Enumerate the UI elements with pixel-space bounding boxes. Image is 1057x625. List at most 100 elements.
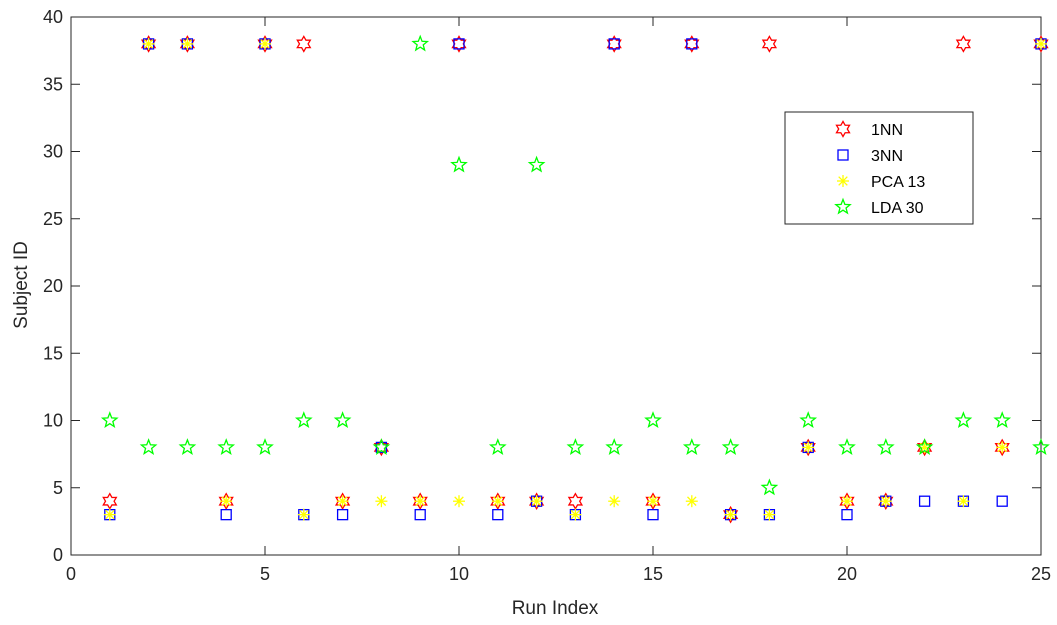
y-tick-label: 0 (53, 545, 63, 565)
data-point (955, 35, 972, 53)
data-point (142, 37, 155, 50)
data-point (838, 438, 856, 455)
data-point (876, 438, 895, 455)
data-point (528, 492, 545, 511)
data-point (178, 438, 197, 455)
legend-label: PCA 13 (871, 174, 925, 191)
x-tick-label: 20 (837, 564, 857, 584)
legend-box (784, 111, 974, 225)
data-point (257, 35, 273, 53)
data-point (569, 508, 582, 521)
data-point (685, 495, 698, 508)
y-axis-label: Subject ID (11, 241, 32, 329)
data-point (103, 508, 116, 521)
data-point (100, 411, 119, 429)
data-point (375, 495, 388, 508)
legend-item: LDA 30 (834, 197, 924, 217)
legend-item: 3NN (837, 148, 903, 165)
data-point (490, 492, 506, 511)
data-point (527, 155, 546, 173)
y-tick-label: 5 (53, 478, 63, 498)
data-point (841, 508, 853, 521)
data-point (140, 35, 157, 53)
data-point (802, 441, 815, 454)
data-point (296, 35, 312, 53)
data-point (294, 411, 313, 429)
data-point (644, 411, 662, 429)
legend-item: 1NN (835, 120, 903, 139)
data-point (491, 495, 504, 508)
data-point (722, 505, 739, 524)
data-point (259, 37, 271, 50)
data-point (879, 495, 892, 508)
data-point (608, 495, 621, 508)
data-point (686, 38, 698, 50)
data-point (799, 411, 818, 429)
data-point (724, 508, 737, 521)
legend-label: LDA 30 (871, 200, 924, 217)
legend-marker (837, 149, 849, 161)
x-tick-label: 15 (643, 564, 663, 584)
data-point (763, 508, 776, 521)
data-point (606, 35, 622, 53)
data-point (181, 37, 194, 50)
data-point (336, 495, 349, 508)
data-point (760, 478, 779, 496)
data-point (218, 492, 234, 511)
y-tick-label: 35 (43, 74, 63, 94)
data-point (954, 411, 973, 429)
data-point (411, 34, 430, 52)
series-1nn (102, 35, 1049, 524)
data-point (372, 438, 391, 455)
data-point (761, 35, 778, 53)
data-point (1035, 37, 1047, 50)
x-tick-label: 10 (449, 564, 469, 584)
data-point (1033, 35, 1049, 53)
data-point (530, 495, 543, 508)
data-point (800, 438, 816, 457)
data-point (915, 438, 934, 455)
data-point (608, 38, 620, 50)
x-tick-label: 25 (1031, 564, 1051, 584)
data-point (453, 495, 465, 508)
data-point (451, 35, 467, 53)
data-point (220, 495, 233, 508)
x-tick-label: 5 (260, 564, 270, 584)
data-point (993, 411, 1012, 429)
data-point (373, 438, 390, 457)
x-tick-label: 0 (66, 564, 76, 584)
data-point (450, 155, 468, 173)
legend-label: 1NN (871, 122, 903, 139)
x-axis-label: Run Index (512, 598, 599, 619)
y-tick-label: 25 (43, 209, 63, 229)
data-point (333, 411, 352, 429)
series-lda-30 (100, 34, 1050, 496)
y-tick-label: 40 (43, 7, 63, 27)
data-point (647, 508, 659, 521)
y-tick-label: 15 (43, 343, 63, 363)
data-point (336, 508, 349, 521)
data-point (916, 438, 933, 457)
data-point (1032, 438, 1050, 455)
data-point (839, 492, 855, 511)
data-point (139, 438, 158, 455)
y-tick-label: 30 (43, 142, 63, 162)
data-point (414, 508, 426, 521)
data-point (841, 495, 853, 508)
legend-marker (835, 120, 851, 138)
legend-label: 3NN (871, 148, 903, 165)
data-point (566, 438, 585, 455)
data-point (645, 492, 661, 511)
legend-item: PCA 13 (837, 174, 925, 191)
data-point (297, 508, 310, 521)
legend-marker (834, 197, 852, 215)
data-point (721, 438, 740, 455)
data-point (453, 38, 465, 50)
data-point (684, 35, 700, 53)
data-point (996, 441, 1009, 454)
data-point (220, 508, 232, 521)
data-point (957, 495, 970, 508)
data-point (492, 508, 504, 521)
